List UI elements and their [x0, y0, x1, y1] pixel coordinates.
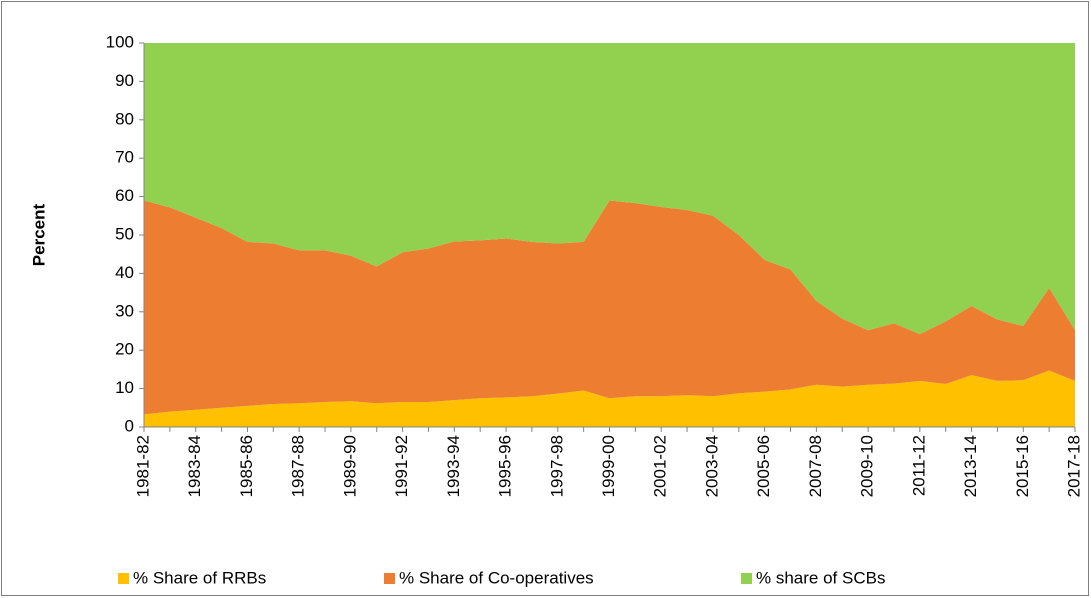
legend-label: % share of SCBs — [756, 568, 885, 587]
y-tick-label: 100 — [106, 32, 134, 51]
y-tick-label: 60 — [115, 186, 134, 205]
legend-swatch — [384, 573, 395, 584]
x-tick-label: 1999-00 — [599, 435, 618, 497]
legend-label: % Share of Co-operatives — [399, 568, 594, 587]
x-tick-label: 2001-02 — [651, 435, 670, 497]
y-tick-label: 50 — [115, 224, 134, 243]
x-tick-label: 1985-86 — [237, 435, 256, 497]
legend-swatch — [741, 573, 752, 584]
y-axis-label: Percent — [29, 203, 48, 266]
x-tick-label: 1981-82 — [133, 435, 152, 497]
y-tick-label: 40 — [115, 263, 134, 282]
y-tick-label: 30 — [115, 301, 134, 320]
y-tick-label: 80 — [115, 109, 134, 128]
x-tick-label: 2011-12 — [909, 435, 928, 496]
legend-label: % Share of RRBs — [133, 568, 266, 587]
x-tick-label: 2015-16 — [1013, 435, 1032, 497]
area — [144, 200, 1075, 415]
x-tick-label: 2013-14 — [961, 435, 980, 497]
x-tick-label: 1987-88 — [289, 435, 308, 497]
y-tick-label: 70 — [115, 148, 134, 167]
x-tick-label: 2003-04 — [702, 435, 721, 497]
x-tick-label: 2005-06 — [754, 435, 773, 497]
x-tick-label: 1997-98 — [547, 435, 566, 497]
y-tick-label: 90 — [115, 71, 134, 90]
x-tick-label: 2009-10 — [858, 435, 877, 497]
x-tick-label: 2017-18 — [1064, 435, 1083, 497]
x-tick-label: 1983-84 — [185, 435, 204, 497]
x-tick-label: 1995-96 — [496, 435, 515, 497]
legend-swatch — [118, 573, 129, 584]
x-tick-label: 1993-94 — [444, 435, 463, 497]
area — [144, 370, 1075, 427]
y-tick-label: 0 — [125, 416, 134, 435]
y-tick-label: 20 — [115, 340, 134, 359]
x-tick-label: 2007-08 — [806, 435, 825, 497]
area — [144, 43, 1075, 335]
x-tick-label: 1991-92 — [392, 435, 411, 497]
y-tick-label: 10 — [115, 378, 134, 397]
x-tick-label: 1989-90 — [340, 435, 359, 497]
